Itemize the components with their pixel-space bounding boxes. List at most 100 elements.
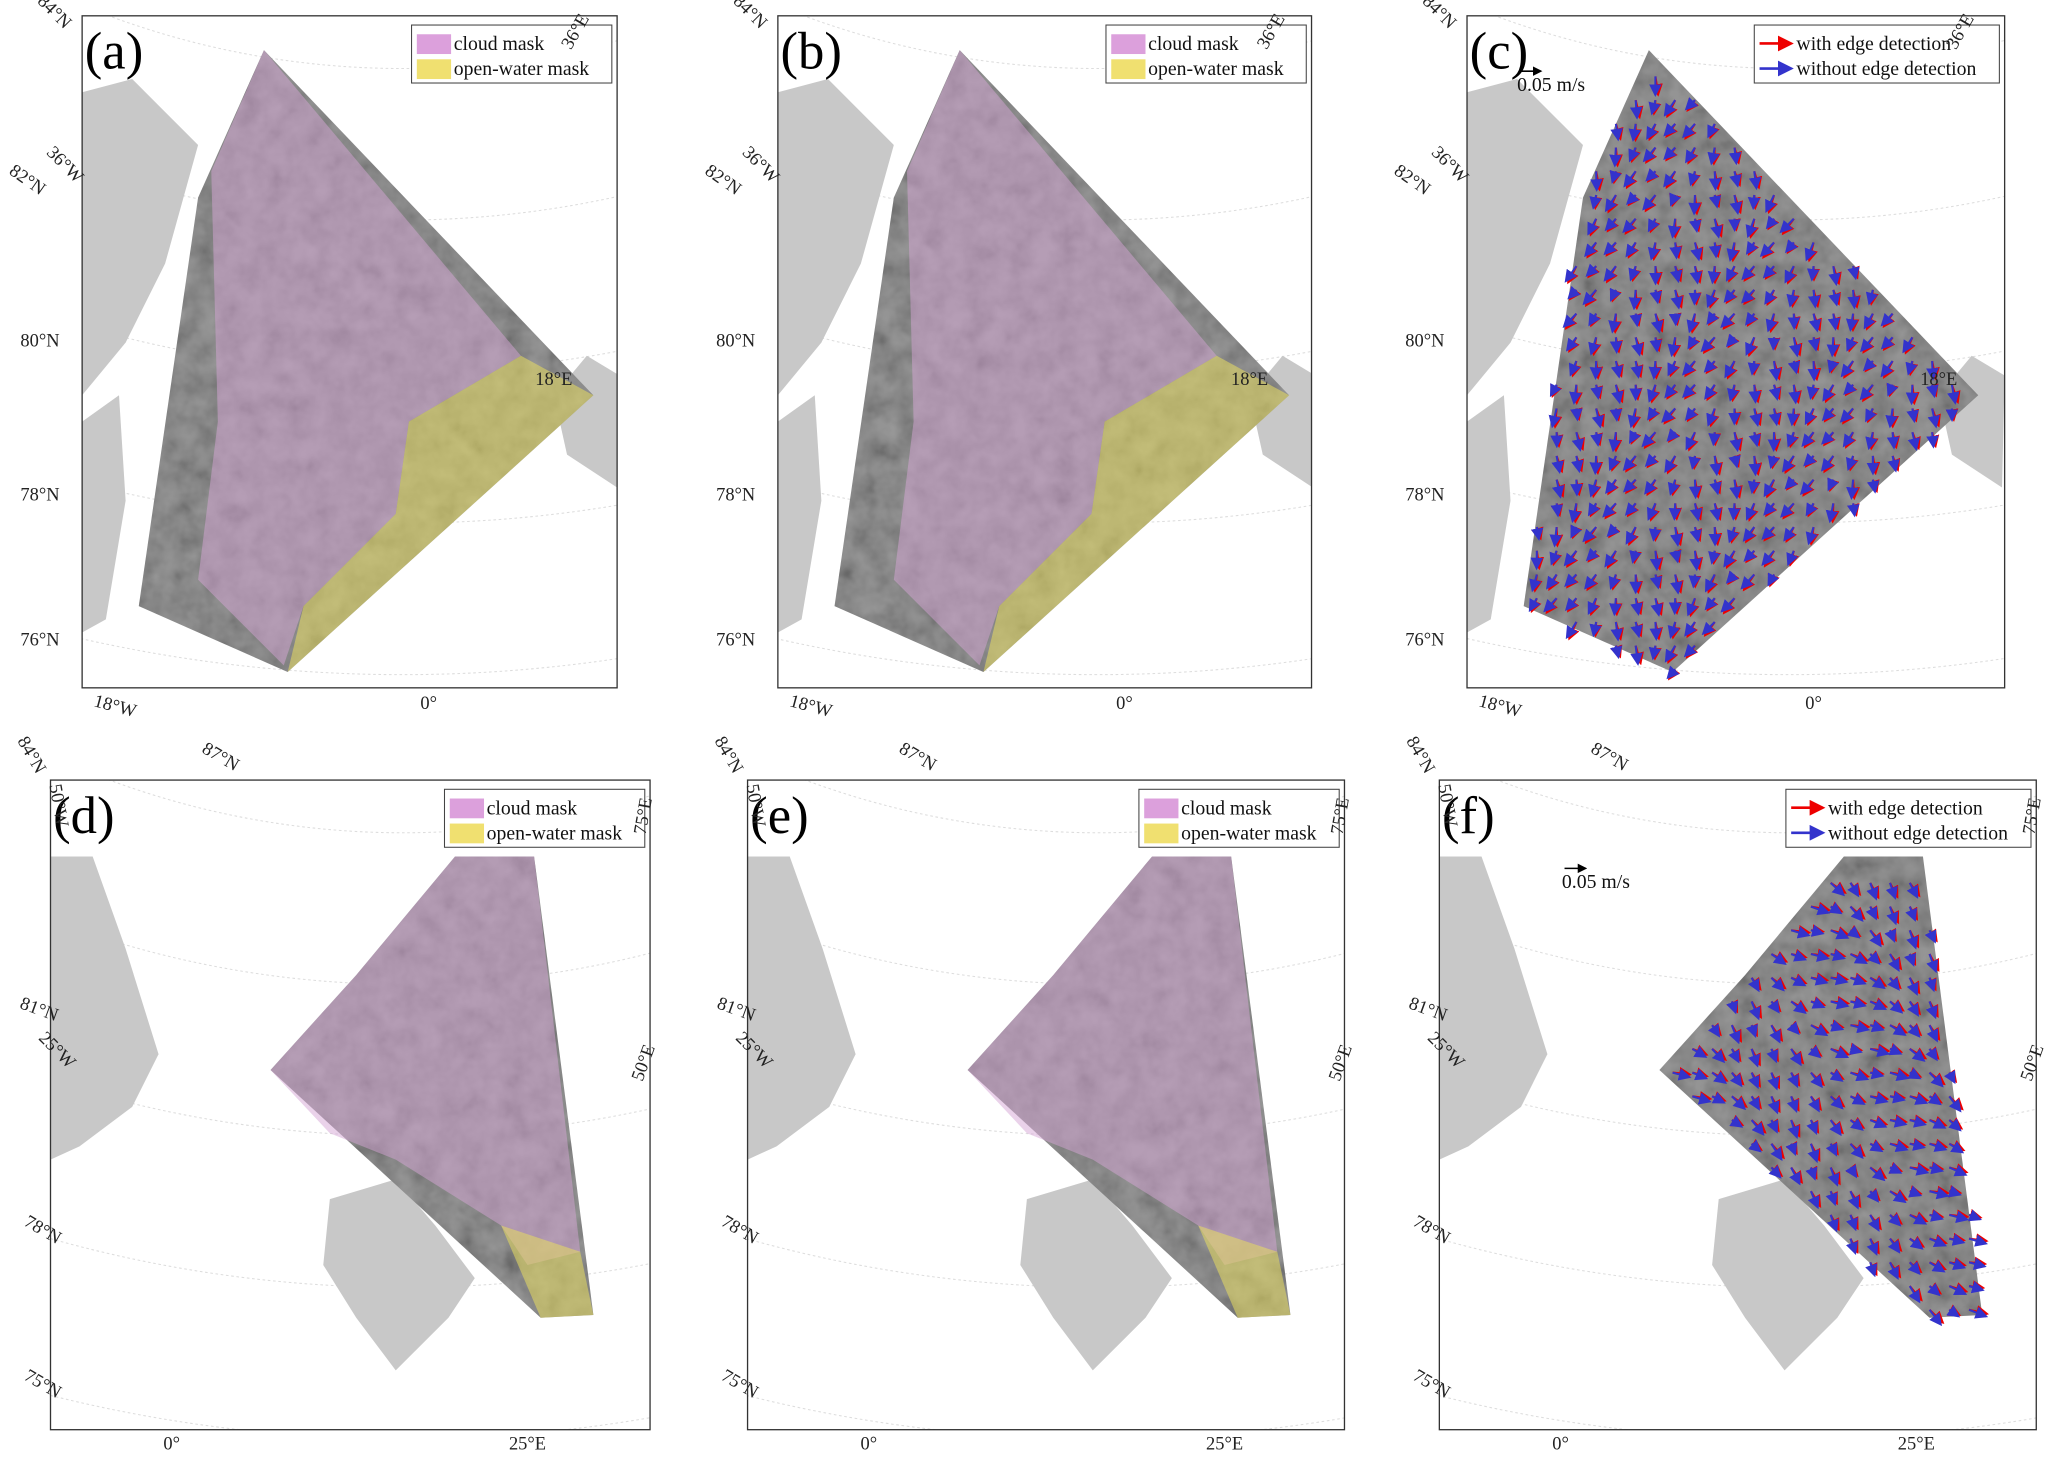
drift-arrow: [1908, 1185, 1923, 1198]
drift-arrow: [1880, 336, 1895, 350]
drift-arrow: [1745, 218, 1758, 239]
drift-arrow: [1606, 523, 1620, 538]
drift-arrow: [1846, 479, 1859, 501]
drift-arrow: [1609, 408, 1623, 422]
drift-arrow: [1828, 902, 1843, 915]
graticule-label: 25°E: [509, 1433, 546, 1453]
drift-arrow: [1747, 194, 1761, 211]
drift-arrow: [1647, 242, 1661, 261]
drift-arrow: [1765, 215, 1779, 230]
land: [323, 1179, 475, 1371]
graticule-label: 18°E: [1920, 369, 1957, 389]
drift-arrow: [1850, 1020, 1871, 1034]
drift-arrow: [1889, 1140, 1909, 1153]
drift-arrow: [1924, 929, 1937, 944]
drift-arrow: [1670, 289, 1683, 310]
cloud-mask: [967, 856, 1278, 1265]
drift-arrow: [1589, 455, 1603, 476]
drift-arrow: [1889, 1023, 1907, 1036]
drift-arrow: [1785, 1141, 1798, 1157]
drift-arrow: [1645, 168, 1659, 182]
open-water-mask: [983, 355, 1290, 673]
drift-arrow: [1889, 1000, 1904, 1014]
drift-arrow: [1745, 1023, 1758, 1038]
graticule-label: 36°W: [1428, 142, 1473, 187]
drift-arrow: [1564, 597, 1579, 612]
graticule-label: 18°E: [535, 369, 572, 389]
drift-arrow: [1684, 407, 1698, 421]
drift-arrow: [1570, 408, 1583, 422]
panel-frame: [777, 15, 1313, 689]
drift-arrow: [1805, 526, 1818, 546]
drift-arrow: [1786, 431, 1799, 448]
drift-arrow: [1786, 550, 1799, 567]
drift-arrow: [1863, 313, 1876, 330]
drift-arrow: [1789, 337, 1802, 358]
drift-arrow: [1845, 313, 1859, 332]
drift-arrow: [1582, 526, 1597, 543]
drift-arrow: [1847, 503, 1860, 518]
land: [1439, 856, 1548, 1160]
scale-label: 0.05 m/s: [1562, 871, 1630, 893]
drift-arrow: [1567, 285, 1581, 300]
drift-arrow: [1927, 408, 1940, 429]
graticule-line: [804, 780, 1345, 834]
drift-arrow: [1729, 194, 1743, 216]
drift-arrow: [1906, 408, 1919, 424]
drift-arrow: [1821, 431, 1835, 445]
drift-arrow: [1807, 1143, 1820, 1164]
drift-arrow: [1906, 882, 1919, 899]
drift-arrow: [1670, 265, 1683, 284]
drift-arrow: [1744, 311, 1758, 326]
drift-arrow: [1790, 949, 1808, 962]
drift-arrow: [1905, 384, 1919, 406]
map-body: [50, 780, 651, 1430]
drift-arrow: [1667, 621, 1680, 639]
drift-arrow: [1829, 882, 1846, 897]
drift-arrow: [1648, 360, 1662, 380]
drift-arrow: [1869, 1020, 1885, 1033]
drift-arrow: [1707, 123, 1719, 139]
panel-label: (a): [85, 23, 143, 81]
drift-arrow: [1661, 407, 1676, 423]
drift-arrow: [1765, 313, 1778, 333]
drift-arrow: [1667, 479, 1680, 496]
drift-arrow: [1743, 548, 1757, 562]
drift-arrow: [1807, 289, 1821, 309]
drift-arrow: [1880, 312, 1894, 327]
drift-arrow: [1700, 336, 1716, 353]
drift-arrow: [1690, 242, 1703, 262]
drift-arrow: [1623, 478, 1637, 493]
drift-arrow: [1887, 455, 1900, 473]
legend-swatch: [416, 34, 452, 55]
drift-arrow: [1948, 1118, 1962, 1132]
drift-arrow: [1927, 1092, 1942, 1106]
drift-arrow: [1649, 621, 1663, 642]
drift-arrow: [1723, 289, 1737, 303]
drift-arrow: [1549, 526, 1563, 548]
drift-arrow: [1748, 1001, 1761, 1021]
drift-arrow: [1887, 1213, 1902, 1227]
drift-arrow: [1688, 194, 1701, 216]
drift-arrow: [1768, 360, 1782, 382]
drift-arrow: [1889, 1068, 1910, 1081]
drift-arrow: [1670, 526, 1683, 547]
graticule-label: 82°N: [702, 160, 746, 199]
drift-arrow: [1709, 503, 1723, 522]
drift-arrow: [1928, 1309, 1943, 1327]
drift-arrow: [1685, 431, 1698, 451]
drift-arrow: [1630, 621, 1643, 639]
drift-arrow: [1770, 1143, 1783, 1162]
map-body: [1439, 780, 2037, 1430]
drift-arrow: [1788, 384, 1801, 405]
graticule-label: 84°N: [14, 733, 51, 777]
drift-arrow: [1689, 526, 1702, 543]
drift-arrow: [1830, 927, 1850, 940]
drift-arrow: [1748, 384, 1762, 404]
drift-arrow: [1543, 597, 1558, 613]
drift-arrow: [1790, 974, 1807, 987]
drift-arrow: [1766, 1048, 1779, 1064]
